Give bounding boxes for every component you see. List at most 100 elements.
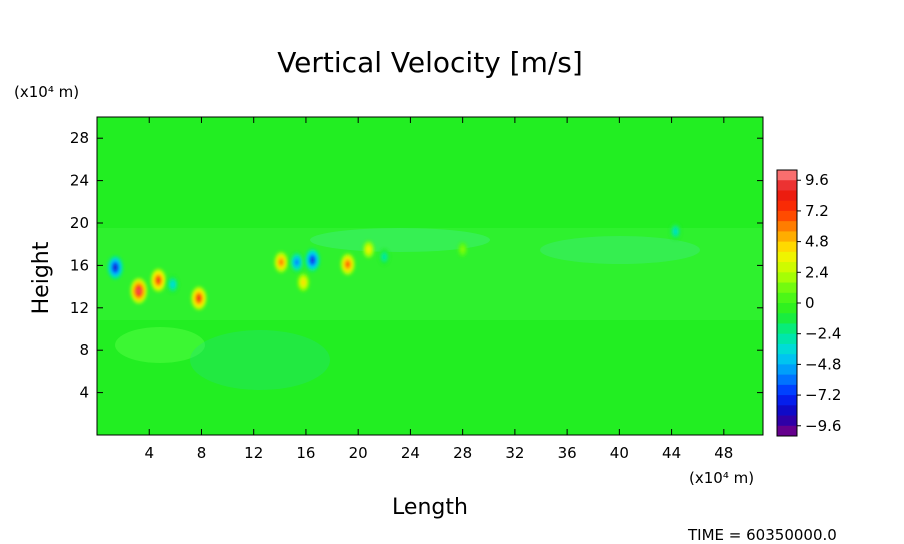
y-tick-label: 12 bbox=[70, 299, 89, 317]
colorbar-swatch bbox=[777, 282, 797, 294]
convective-band bbox=[97, 228, 763, 320]
colorbar-tick-label: 0 bbox=[805, 294, 815, 312]
y-tick-label: 4 bbox=[79, 384, 89, 402]
colorbar-swatch bbox=[777, 251, 797, 263]
y-tick-label: 28 bbox=[70, 129, 89, 147]
colorbar-swatch bbox=[777, 333, 797, 345]
x-tick-label: 28 bbox=[453, 444, 472, 462]
colorbar-swatch bbox=[777, 415, 797, 427]
colorbar-tick-label: 4.8 bbox=[805, 233, 829, 251]
colorbar-swatch bbox=[777, 395, 797, 406]
colorbar: 9.6 7.2 4.8 2.4 0 −2.4 −4.8 −7.2 −9.6 bbox=[776, 169, 841, 437]
heatmap-cell-contour bbox=[301, 280, 305, 285]
heatmap-cell-contour bbox=[345, 261, 350, 268]
colorbar-swatch bbox=[777, 364, 797, 376]
heatmap-cell-contour bbox=[171, 282, 175, 287]
x-tick-label: 12 bbox=[244, 444, 263, 462]
x-tick-label: 48 bbox=[714, 444, 733, 462]
y-unit-label: (x10⁴ m) bbox=[14, 83, 79, 101]
colorbar-tick-label: −2.4 bbox=[805, 325, 841, 343]
heatmap-cell bbox=[130, 278, 148, 304]
chart-title: Vertical Velocity [m/s] bbox=[277, 46, 583, 79]
heatmap-cell-contour bbox=[310, 257, 315, 263]
colorbar-swatch bbox=[777, 405, 797, 416]
colorbar-tick-label: 7.2 bbox=[805, 202, 829, 220]
heatmap-cell-contour bbox=[156, 277, 161, 284]
y-tick-label: 24 bbox=[70, 172, 89, 190]
heatmap-cell-contour bbox=[196, 295, 201, 302]
heatmap-cell-contour bbox=[461, 247, 464, 252]
heatmap-cell-contour bbox=[295, 259, 299, 265]
colorbar-swatch bbox=[777, 303, 797, 314]
y-tick-label: 8 bbox=[79, 341, 89, 359]
colorbar-swatch bbox=[777, 200, 797, 212]
colorbar-tick-label: −7.2 bbox=[805, 386, 841, 404]
x-tick-label: 24 bbox=[401, 444, 420, 462]
heatmap-cell bbox=[378, 248, 390, 266]
heatmap-cell-contour bbox=[279, 259, 283, 265]
heatmap-cell bbox=[304, 248, 321, 272]
colorbar-swatch bbox=[777, 384, 797, 396]
colorbar-swatch bbox=[777, 231, 797, 243]
colorbar-swatch bbox=[777, 425, 797, 437]
colorbar-tick-label: −9.6 bbox=[805, 417, 841, 435]
heatmap-cell-contour bbox=[136, 287, 141, 295]
colorbar-swatch bbox=[777, 272, 797, 283]
colorbar-swatch bbox=[777, 343, 797, 355]
colorbar-swatch bbox=[777, 262, 797, 273]
heatmap-cell bbox=[297, 273, 310, 292]
lower-region-patch bbox=[190, 330, 330, 390]
y-tick-label: 16 bbox=[70, 256, 89, 274]
lower-region-patch bbox=[115, 327, 205, 363]
heatmap-cell bbox=[669, 223, 682, 240]
colorbar-swatch bbox=[777, 221, 797, 232]
heatmap-cell-contour bbox=[113, 264, 118, 271]
x-unit-label: (x10⁴ m) bbox=[689, 469, 754, 487]
band-upper-patch bbox=[540, 236, 700, 264]
heatmap-cell bbox=[150, 268, 166, 292]
x-tick-label: 8 bbox=[197, 444, 207, 462]
x-axis-title: Length bbox=[392, 495, 468, 520]
x-tick-label: 16 bbox=[296, 444, 315, 462]
heatmap-cell bbox=[290, 252, 304, 273]
heatmap-cell bbox=[457, 242, 468, 257]
heatmap-layer bbox=[97, 223, 763, 390]
plot-frame bbox=[96, 116, 764, 436]
colorbar-swatch bbox=[777, 292, 797, 304]
x-ticks: 4 8 12 16 20 24 28 32 36 40 44 48 bbox=[144, 117, 733, 462]
x-tick-label: 36 bbox=[558, 444, 577, 462]
colorbar-swatch bbox=[777, 180, 797, 191]
y-ticks: 4 8 12 16 20 24 28 bbox=[70, 129, 763, 402]
colorbar-swatch bbox=[777, 374, 797, 386]
y-axis-title: Height bbox=[29, 241, 54, 314]
x-tick-label: 44 bbox=[662, 444, 681, 462]
y-tick-label: 20 bbox=[70, 214, 89, 232]
heatmap-cell-contour bbox=[382, 254, 386, 259]
heatmap-cell-contour bbox=[674, 229, 677, 234]
colorbar-tick-label: 9.6 bbox=[805, 171, 829, 189]
colorbar-swatch bbox=[777, 170, 797, 181]
plot-area bbox=[96, 116, 764, 436]
colorbar-swatch bbox=[777, 354, 797, 365]
colorbar-tick-label: −4.8 bbox=[805, 355, 841, 373]
colorbar-swatch bbox=[777, 190, 797, 202]
colorbar-swatch bbox=[777, 323, 797, 335]
x-tick-label: 32 bbox=[505, 444, 524, 462]
band-upper-patch bbox=[310, 228, 490, 252]
colorbar-tick-label: 2.4 bbox=[805, 263, 829, 281]
time-equals: = bbox=[729, 526, 746, 544]
time-readout: TIME = 60350000.0 bbox=[687, 526, 837, 544]
heatmap-cell bbox=[107, 255, 124, 280]
colorbar-swatch bbox=[777, 210, 797, 222]
heatmap-cell bbox=[191, 286, 207, 310]
colorbar-swatch bbox=[777, 313, 797, 324]
x-tick-label: 20 bbox=[349, 444, 368, 462]
x-tick-label: 4 bbox=[144, 444, 154, 462]
time-value: 60350000.0 bbox=[746, 526, 837, 544]
heatmap-cell bbox=[362, 240, 375, 259]
heatmap-cell bbox=[340, 253, 355, 276]
time-label: TIME bbox=[687, 526, 724, 544]
x-tick-label: 40 bbox=[610, 444, 629, 462]
heatmap-cell-contour bbox=[367, 247, 371, 252]
